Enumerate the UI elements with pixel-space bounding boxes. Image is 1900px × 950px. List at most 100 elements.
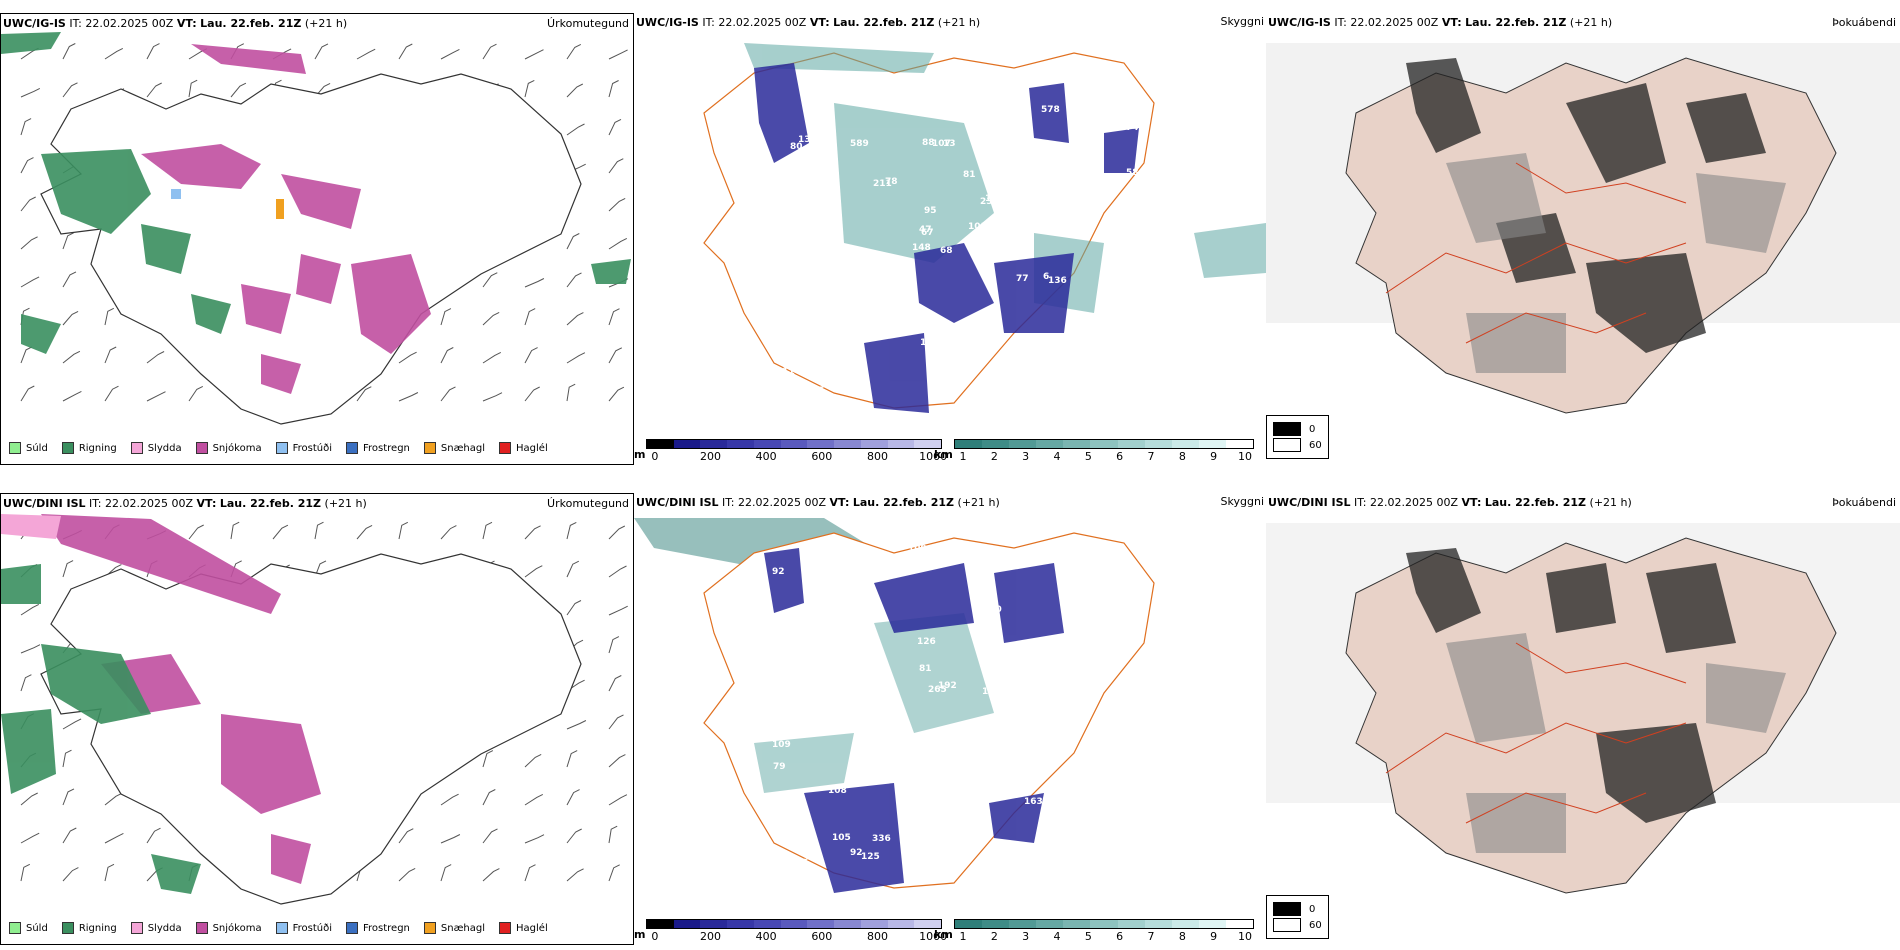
legend-label: Súld — [26, 442, 48, 454]
wind-barb — [482, 521, 493, 540]
precip-map — [1, 32, 631, 425]
wind-barb — [566, 352, 586, 364]
station-label: 578 — [1041, 105, 1060, 115]
colorbar-tick: 1 — [959, 450, 967, 463]
colorbar-tick: 6 — [1116, 450, 1124, 463]
colorbar-cell — [727, 440, 754, 448]
swatch — [61, 442, 74, 454]
wind-barb — [20, 87, 41, 98]
wind-barb — [20, 832, 40, 844]
station-label: 6 — [1043, 272, 1049, 282]
colorbar-cell — [727, 920, 754, 928]
legend-label: Rigning — [78, 922, 117, 934]
legend-item: Frostúði — [275, 922, 332, 934]
wind-barb — [356, 524, 373, 540]
model-header: UWC/IG-IS IT: 22.02.2025 00Z VT: Lau. 22… — [636, 16, 981, 29]
wind-barb — [482, 43, 497, 60]
colorbar-cell — [955, 440, 983, 448]
swatch — [1273, 918, 1301, 932]
colorbar-tick: 800 — [866, 450, 888, 463]
station-label: 168 — [769, 706, 788, 716]
wind-barb — [482, 868, 500, 882]
model-header: UWC/DINI ISL IT: 22.02.2025 00Z VT: Lau.… — [1268, 496, 1632, 509]
wind-barb — [524, 347, 538, 364]
wind-barb — [146, 82, 162, 98]
legend-label: Haglél — [516, 442, 548, 454]
wind-barb — [566, 123, 585, 136]
colorbar-cell — [1009, 440, 1037, 448]
station-label: 192 — [938, 681, 957, 691]
panel-title: Skyggni — [1220, 495, 1264, 508]
wind-barb — [62, 867, 79, 882]
fog-legend-row: 0 — [1273, 902, 1322, 916]
station-label: 12 — [1074, 555, 1087, 565]
station-label: 95 — [822, 613, 835, 623]
station-label: 78 — [885, 177, 898, 187]
station-label: 52 — [966, 69, 979, 79]
visibility-colorbar-ticks: 1 2 3 4 5 6 7 8 9 10 — [954, 449, 1254, 463]
wind-barb — [482, 828, 498, 844]
wind-barb — [608, 714, 624, 730]
station-label: 111 — [776, 367, 795, 377]
wind-barb — [608, 347, 623, 364]
legend-item: Slydda — [130, 442, 182, 454]
wind-barb — [356, 386, 372, 402]
colorbar-cell — [1117, 920, 1145, 928]
colorbar-cell — [955, 920, 983, 928]
visibility-colorbar-strip — [954, 439, 1254, 449]
colorbar-cell — [1063, 440, 1091, 448]
model-header: UWC/IG-IS IT: 22.02.2025 00Z VT: Lau. 22… — [1268, 16, 1613, 29]
colorbar-cell — [1009, 920, 1037, 928]
station-label: 163 — [1024, 797, 1043, 807]
colorbar-tick: 7 — [1147, 450, 1155, 463]
legend-item: Súld — [9, 442, 48, 454]
wind-barb — [608, 605, 628, 616]
wind-barb — [104, 863, 115, 882]
wind-barb — [62, 232, 74, 250]
station-label: 95 — [924, 206, 937, 216]
wind-barb — [20, 603, 40, 616]
height-unit: m — [634, 448, 646, 461]
wind-barb — [62, 749, 72, 768]
station-label: 125 — [861, 852, 880, 862]
wind-barb — [62, 350, 81, 364]
fog-legend-label: 0 — [1309, 423, 1316, 435]
colorbar-tick: 1000 — [919, 930, 948, 943]
colorbar-cell — [780, 440, 808, 448]
wind-barb — [524, 565, 543, 578]
station-label: 107 — [932, 139, 951, 149]
fog-legend-row: 0 — [1273, 422, 1322, 436]
wind-barb — [104, 307, 115, 326]
legend-item: Frostregn — [346, 922, 410, 934]
wind-barb — [20, 236, 38, 250]
station-label: 77 — [1016, 274, 1029, 284]
station-label: 349 — [1087, 381, 1106, 391]
swatch — [275, 922, 288, 934]
legend-item: Snæhagl — [423, 442, 485, 454]
wind-barb — [440, 834, 461, 844]
height-colorbar: 0 200 400 600 800 1000 m — [634, 439, 947, 463]
wind-barb — [482, 311, 500, 326]
station-label: 61 — [757, 599, 770, 609]
wind-barb — [62, 310, 79, 326]
wind-barb — [566, 600, 582, 616]
wind-barb — [62, 788, 75, 806]
wind-barb — [566, 720, 587, 730]
station-label: 98 — [927, 554, 940, 564]
wind-barb — [608, 636, 620, 654]
station-label: 90 — [763, 197, 776, 207]
wind-barb — [440, 864, 452, 882]
station-label: 81 — [919, 664, 932, 674]
cloud-map: 68 80 67 77 231 180 122 13 55 101 86 64 92 74 148 75 85 8… — [703, 43, 1266, 413]
wind-barb — [440, 308, 452, 326]
model-header: UWC/DINI ISL IT: 22.02.2025 00Z VT: Lau.… — [636, 496, 1000, 509]
wind-barb — [104, 47, 124, 60]
wind-barb — [20, 792, 38, 806]
model-header: UWC/IG-IS IT: 22.02.2025 00Z VT: Lau. 22… — [3, 17, 348, 30]
wind-barb — [314, 43, 329, 60]
station-label: 79 — [773, 762, 786, 772]
station-label: 139 — [982, 687, 1001, 697]
station-label: 336 — [872, 834, 891, 844]
colorbar-cell — [700, 920, 728, 928]
fog-legend-row: 60 — [1273, 438, 1322, 452]
